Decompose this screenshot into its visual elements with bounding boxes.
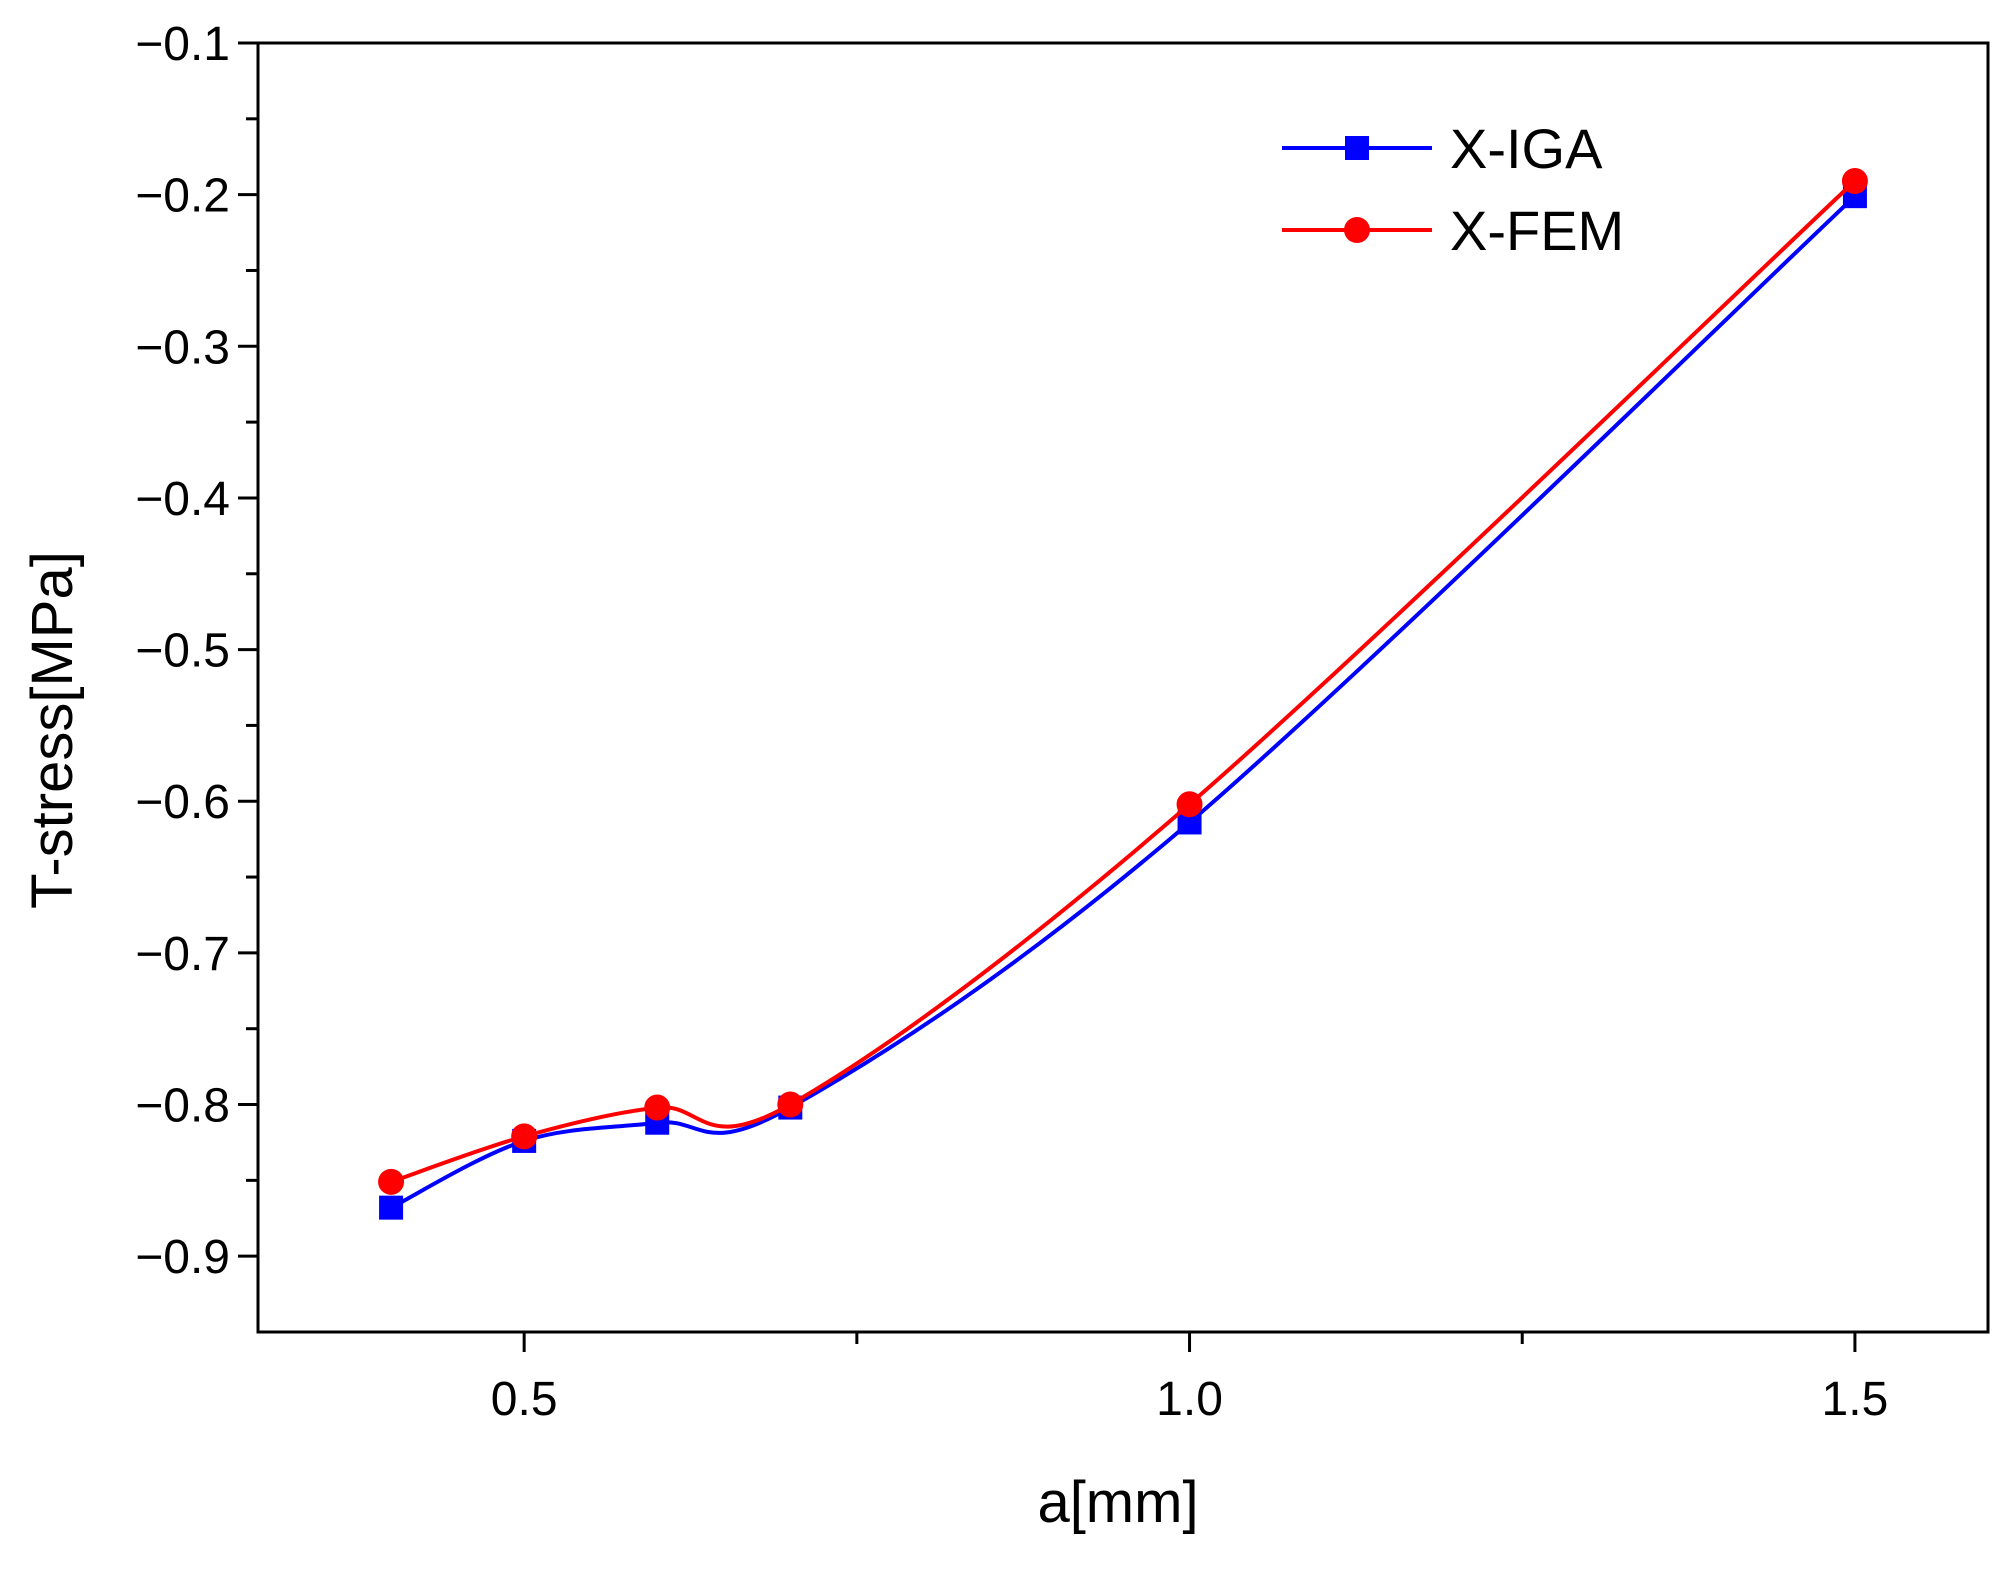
y-tick-label: −0.6 xyxy=(135,776,230,829)
y-tick-label: −0.5 xyxy=(135,625,230,678)
x-tick-label: 1.0 xyxy=(1156,1373,1223,1426)
axes xyxy=(256,41,1990,1334)
data-point-circle xyxy=(1176,791,1203,818)
y-tick-label: −0.4 xyxy=(135,473,230,526)
legend: X-IGA X-FEM xyxy=(1282,117,1624,262)
plot-frame xyxy=(256,41,1990,1334)
series-x-fem xyxy=(378,167,1868,1195)
y-tick-label: −0.3 xyxy=(135,321,230,374)
series-line-x-fem xyxy=(390,179,1857,1184)
y-tick-label: −0.2 xyxy=(135,170,230,223)
data-point-circle xyxy=(644,1094,671,1121)
data-point-circle xyxy=(511,1123,538,1150)
data-point-circle xyxy=(378,1168,405,1195)
y-axis-label: T-stress[MPa] xyxy=(20,551,85,909)
legend-label: X-IGA xyxy=(1450,117,1603,180)
y-tick-label: −0.9 xyxy=(135,1231,230,1284)
legend-marker-square xyxy=(1345,136,1369,160)
legend-label: X-FEM xyxy=(1450,199,1624,262)
legend-item-x-fem: X-FEM xyxy=(1282,199,1624,262)
y-tick-label: −0.8 xyxy=(135,1080,230,1133)
x-axis-label: a[mm] xyxy=(1037,1470,1198,1535)
data-series xyxy=(378,167,1868,1220)
y-tick-label: −0.7 xyxy=(135,928,230,981)
tick-marks xyxy=(238,41,1857,1352)
tick-labels: 0.5 1.0 1.5 −0.1 −0.2 −0.3 −0.4 −0.5 −0.6 −0.7 −0.… xyxy=(135,18,1888,1426)
x-tick-label: 0.5 xyxy=(491,1373,558,1426)
data-point-square xyxy=(379,1195,404,1220)
x-tick-label: 1.5 xyxy=(1822,1373,1889,1426)
data-point-circle xyxy=(777,1091,804,1118)
y-tick-label: −0.1 xyxy=(135,18,230,71)
data-point-circle xyxy=(1841,167,1868,194)
legend-marker-circle xyxy=(1344,217,1370,243)
legend-item-x-iga: X-IGA xyxy=(1282,117,1603,180)
